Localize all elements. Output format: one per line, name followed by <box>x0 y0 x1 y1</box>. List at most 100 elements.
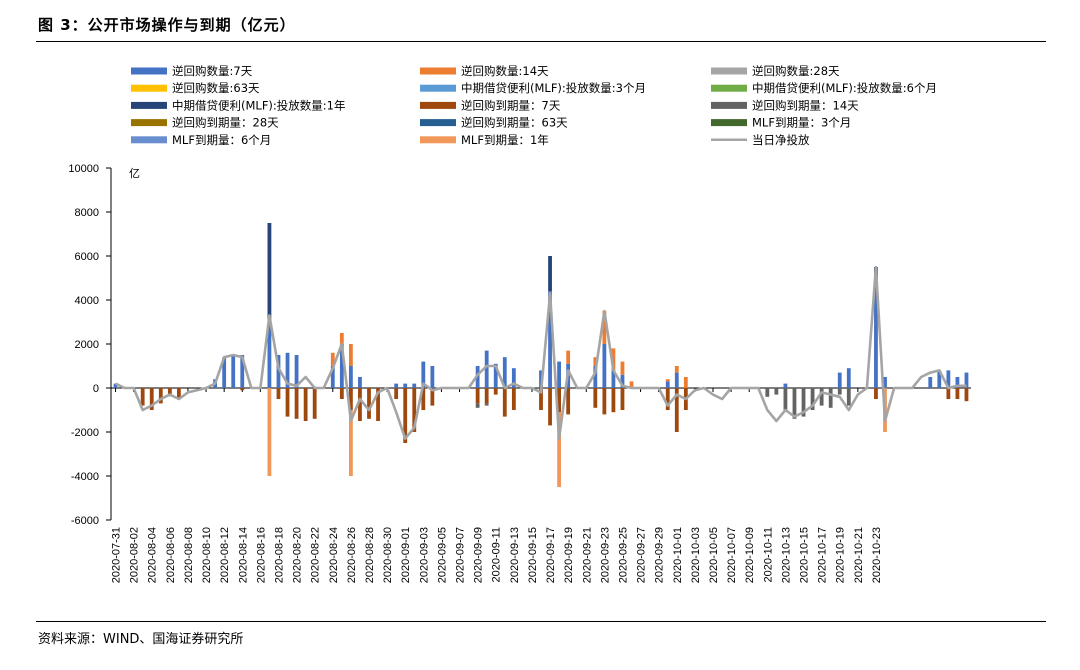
x-tick-label: 2020-09-05 <box>436 527 448 583</box>
bar <box>348 388 353 410</box>
net-injection-line <box>114 265 967 440</box>
bar <box>828 388 833 408</box>
top-rule <box>36 41 1046 42</box>
bar <box>231 355 236 388</box>
bar <box>348 410 353 476</box>
bar <box>846 368 851 388</box>
legend-swatch <box>131 136 167 144</box>
bar <box>484 350 489 388</box>
x-tick-label: 2020-09-29 <box>654 527 666 583</box>
bar <box>602 344 607 388</box>
legend-label: MLF到期量：6个月 <box>172 133 271 147</box>
x-tick-label: 2020-10-13 <box>780 527 792 583</box>
bar <box>276 388 281 399</box>
legend-label: 逆回购到期量：7天 <box>461 98 561 112</box>
bar <box>602 388 607 415</box>
x-tick-label: 2020-08-04 <box>147 527 159 583</box>
x-tick-label: 2020-08-30 <box>382 527 394 583</box>
x-tick-label: 2020-08-14 <box>237 527 249 583</box>
x-tick-label: 2020-08-28 <box>364 527 376 583</box>
bar <box>964 388 969 402</box>
bar <box>593 388 598 408</box>
bar <box>946 370 951 388</box>
bar <box>783 388 788 410</box>
bar <box>611 388 616 413</box>
bar <box>267 322 272 388</box>
bar <box>312 388 317 419</box>
legend-label: 逆回购数量:7天 <box>172 64 253 78</box>
bar <box>548 256 552 292</box>
bar <box>557 388 562 413</box>
bar <box>765 388 770 397</box>
bar <box>475 403 480 408</box>
legend-label: 中期借贷便利(MLF):投放数量:1年 <box>172 98 345 112</box>
bar <box>421 388 426 410</box>
net-line <box>114 265 967 440</box>
bar <box>403 388 408 443</box>
bar <box>222 357 227 388</box>
legend-label: 当日净投放 <box>752 133 810 147</box>
bar <box>330 366 335 388</box>
bar <box>394 383 399 388</box>
y-tick-label: 2000 <box>75 339 99 351</box>
bar <box>339 344 344 388</box>
bar <box>484 388 489 404</box>
axes: -6000 -4000 -2000 0 2000 4000 6000 8000 10000 亿 20… <box>68 163 971 583</box>
bar <box>511 368 516 388</box>
bar <box>240 388 245 391</box>
bar <box>674 366 679 373</box>
legend-swatch <box>711 84 747 92</box>
legend-swatch <box>711 101 747 109</box>
x-tick-label: 2020-10-19 <box>835 527 847 583</box>
bar <box>548 291 552 388</box>
legend-label: 逆回购数量:63天 <box>172 81 260 95</box>
bar <box>176 388 181 399</box>
bar <box>339 388 344 399</box>
x-tick-label: 2020-10-09 <box>744 527 756 583</box>
y-tick-label: -2000 <box>71 427 99 439</box>
bar <box>511 388 516 410</box>
bar <box>683 377 688 388</box>
legend-label: MLF到期量：3个月 <box>752 116 851 130</box>
y-tick-label: -6000 <box>71 515 99 527</box>
bar <box>149 388 154 410</box>
legend-label: 逆回购数量:14天 <box>461 64 549 78</box>
bar <box>412 383 417 388</box>
bar <box>593 366 598 388</box>
y-unit-label: 亿 <box>129 167 140 180</box>
bar <box>285 352 290 388</box>
bar <box>883 377 887 388</box>
x-tick-label: 2020-09-25 <box>617 527 629 583</box>
legend-label: MLF到期量：1年 <box>461 133 549 147</box>
bar <box>928 377 933 388</box>
x-tick-label: 2020-10-17 <box>817 527 829 583</box>
bar <box>267 388 272 476</box>
legend-swatch <box>420 67 456 75</box>
x-tick-label: 2020-08-20 <box>292 527 304 583</box>
bar <box>330 352 335 366</box>
x-tick-label: 2020-09-07 <box>455 527 467 583</box>
bar <box>285 388 290 417</box>
x-tick-label: 2020-07-31 <box>111 527 123 583</box>
x-tick-label: 2020-08-02 <box>129 527 141 583</box>
bars <box>113 223 969 487</box>
bar <box>358 388 362 421</box>
bar <box>774 388 779 395</box>
bar <box>964 372 969 388</box>
bar <box>846 388 851 406</box>
bar <box>158 388 163 404</box>
bar <box>946 388 951 399</box>
bar <box>620 388 625 410</box>
legend-label: 逆回购到期量：28天 <box>172 116 279 130</box>
y-tick-label: 8000 <box>75 207 99 219</box>
bar <box>792 388 797 419</box>
legend-label: 中期借贷便利(MLF):投放数量:3个月 <box>461 81 646 95</box>
legend-swatch <box>420 84 456 92</box>
legend-label: 逆回购到期量：63天 <box>461 116 568 130</box>
legend-swatch <box>131 84 167 92</box>
legend-swatch <box>131 67 167 75</box>
bar <box>611 370 616 388</box>
x-tick-label: 2020-08-26 <box>346 527 358 583</box>
x-tick-label: 2020-10-05 <box>708 527 720 583</box>
